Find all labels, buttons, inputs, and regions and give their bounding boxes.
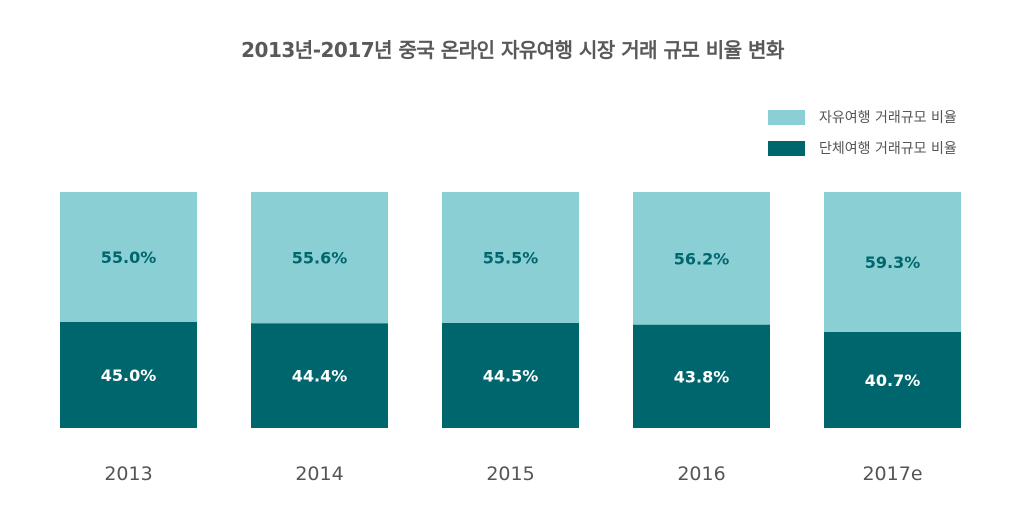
bar-group-2015: [442, 322, 579, 428]
legend-label-free-travel: 자유여행 거래규모 비율: [819, 110, 957, 126]
data-label-group-2014: 44.4%: [292, 367, 348, 386]
x-tick-label-2013: 2013: [104, 463, 152, 485]
legend-label-group-travel: 단체여행 거래규모 비율: [819, 141, 957, 157]
bar-free-2013: [60, 192, 197, 322]
x-tick-label-2016: 2016: [677, 463, 725, 485]
bar-group-2014: [251, 323, 388, 428]
x-tick-label-2015: 2015: [486, 463, 534, 485]
data-label-free-2014: 55.6%: [292, 249, 348, 268]
bar-free-2016: [633, 192, 770, 325]
chart-title: 2013년-2017년 중국 온라인 자유여행 시장 거래 규모 비율 변화: [241, 38, 784, 62]
data-label-free-2017e: 59.3%: [865, 253, 921, 272]
data-label-free-2015: 55.5%: [483, 248, 539, 267]
x-tick-label-2017e: 2017e: [862, 463, 922, 485]
bar-free-2017e: [824, 192, 961, 332]
legend-swatch-free-travel: [768, 109, 805, 125]
bar-group-2016: [633, 324, 770, 428]
data-label-group-2013: 45.0%: [101, 366, 157, 385]
data-label-free-2013: 55.0%: [101, 248, 157, 267]
bar-group-2017e: [824, 331, 961, 428]
data-label-group-2016: 43.8%: [674, 367, 730, 386]
bar-group-2013: [60, 321, 197, 428]
legend-item-free-travel: 자유여행 거래규모 비율: [768, 107, 957, 127]
legend-swatch-group-travel: [768, 140, 805, 156]
x-tick-label-2014: 2014: [295, 463, 343, 485]
bar-free-2015: [442, 192, 579, 323]
data-label-group-2015: 44.5%: [483, 366, 539, 385]
data-label-free-2016: 56.2%: [674, 249, 730, 268]
legend-item-group-travel: 단체여행 거래규모 비율: [768, 138, 957, 158]
data-label-group-2017e: 40.7%: [865, 371, 921, 390]
bar-free-2014: [251, 192, 388, 324]
